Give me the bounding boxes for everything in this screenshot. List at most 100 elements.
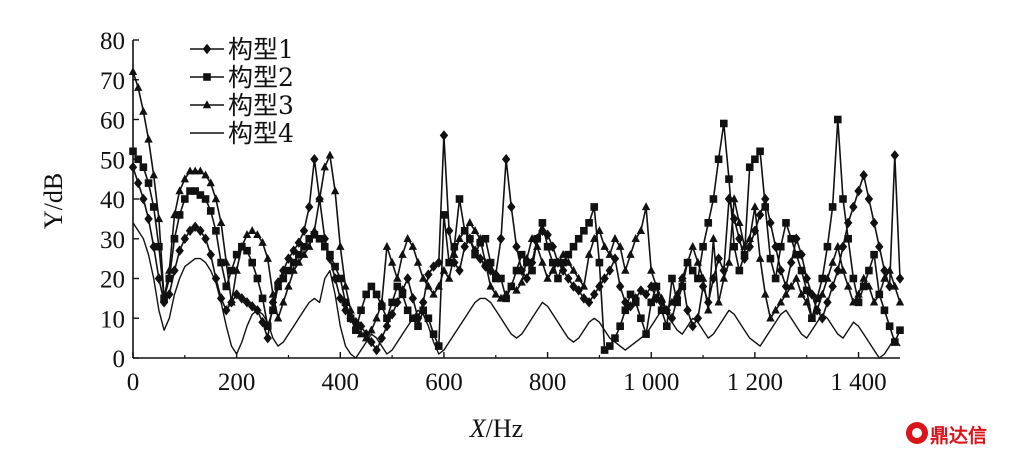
data-point bbox=[269, 306, 277, 315]
data-point bbox=[875, 241, 884, 252]
data-point bbox=[476, 234, 485, 242]
data-point bbox=[735, 218, 744, 227]
data-point bbox=[580, 227, 588, 235]
data-point bbox=[481, 234, 490, 243]
data-point bbox=[626, 249, 635, 258]
data-point bbox=[471, 250, 479, 259]
data-point bbox=[823, 273, 832, 282]
data-point bbox=[139, 106, 148, 115]
data-point bbox=[299, 249, 309, 258]
data-point bbox=[838, 265, 848, 274]
data-point bbox=[797, 249, 806, 260]
data-point bbox=[533, 242, 542, 250]
data-point bbox=[424, 314, 433, 323]
data-point bbox=[709, 273, 718, 284]
data-point bbox=[818, 289, 827, 298]
data-point bbox=[891, 338, 899, 346]
y-tick-label: 0 bbox=[113, 346, 126, 373]
data-point bbox=[279, 274, 288, 283]
data-point bbox=[336, 242, 345, 250]
data-point bbox=[206, 249, 215, 260]
data-point bbox=[787, 234, 795, 243]
x-tick-label: 1 000 bbox=[623, 369, 679, 396]
data-point bbox=[382, 321, 392, 332]
data-point bbox=[424, 281, 433, 290]
data-point bbox=[507, 281, 516, 290]
series-3 bbox=[128, 67, 905, 342]
data-point bbox=[802, 297, 811, 306]
data-point bbox=[579, 281, 589, 290]
data-point bbox=[522, 253, 532, 262]
data-point bbox=[274, 282, 282, 291]
data-point bbox=[880, 265, 889, 276]
data-point bbox=[574, 234, 583, 243]
data-point bbox=[688, 321, 697, 332]
data-point bbox=[709, 195, 718, 203]
data-point bbox=[797, 289, 806, 298]
data-point bbox=[729, 213, 739, 225]
data-point bbox=[352, 326, 360, 334]
data-point bbox=[777, 242, 785, 251]
data-point bbox=[828, 281, 837, 292]
data-point bbox=[600, 346, 609, 354]
watermark-icon bbox=[906, 422, 928, 444]
data-point bbox=[859, 273, 868, 282]
data-point bbox=[227, 266, 236, 275]
data-point bbox=[170, 210, 179, 219]
axis-titles: Y/dB X/Hz bbox=[39, 173, 523, 443]
data-point bbox=[507, 201, 516, 213]
data-point bbox=[636, 285, 646, 296]
data-point bbox=[621, 297, 630, 308]
legend-item-1: 构型1 bbox=[190, 35, 294, 64]
data-point bbox=[502, 294, 510, 303]
data-point bbox=[128, 67, 138, 75]
data-point bbox=[237, 293, 247, 304]
data-point bbox=[403, 273, 412, 284]
data-point bbox=[434, 281, 443, 290]
data-point bbox=[849, 297, 858, 306]
data-point bbox=[869, 297, 879, 306]
data-point bbox=[155, 242, 163, 251]
data-point bbox=[678, 273, 687, 282]
data-point bbox=[662, 322, 671, 330]
data-point bbox=[756, 147, 764, 156]
data-point bbox=[667, 313, 677, 324]
data-point bbox=[232, 265, 241, 274]
data-point bbox=[564, 257, 573, 266]
x-tick-label: 0 bbox=[127, 369, 140, 396]
y-tick-label: 60 bbox=[100, 108, 125, 135]
data-point bbox=[346, 305, 355, 314]
data-point bbox=[641, 202, 651, 211]
data-point bbox=[295, 250, 303, 259]
data-point bbox=[497, 274, 505, 283]
data-point bbox=[714, 297, 723, 306]
data-point bbox=[849, 274, 858, 283]
data-point bbox=[512, 241, 521, 252]
data-point bbox=[165, 265, 174, 274]
data-point bbox=[615, 242, 625, 250]
legend-item-4: 构型4 bbox=[190, 119, 294, 148]
data-point bbox=[538, 219, 547, 227]
data-point bbox=[828, 257, 837, 266]
data-point bbox=[149, 203, 158, 211]
data-point bbox=[429, 289, 438, 298]
data-point bbox=[740, 253, 749, 264]
data-point bbox=[455, 195, 464, 203]
data-point bbox=[424, 269, 433, 280]
x-tick-label: 1 200 bbox=[727, 369, 783, 396]
data-point bbox=[491, 274, 500, 283]
legend-item-2: 构型2 bbox=[190, 63, 294, 92]
data-point bbox=[315, 234, 324, 243]
data-point bbox=[460, 241, 469, 252]
data-point bbox=[569, 242, 578, 251]
data-point bbox=[678, 282, 687, 291]
data-point bbox=[305, 201, 314, 213]
data-point bbox=[300, 242, 308, 251]
data-point bbox=[419, 306, 428, 315]
data-point bbox=[527, 257, 537, 268]
data-point bbox=[211, 273, 221, 284]
data-point bbox=[408, 293, 418, 304]
data-point bbox=[647, 281, 656, 292]
